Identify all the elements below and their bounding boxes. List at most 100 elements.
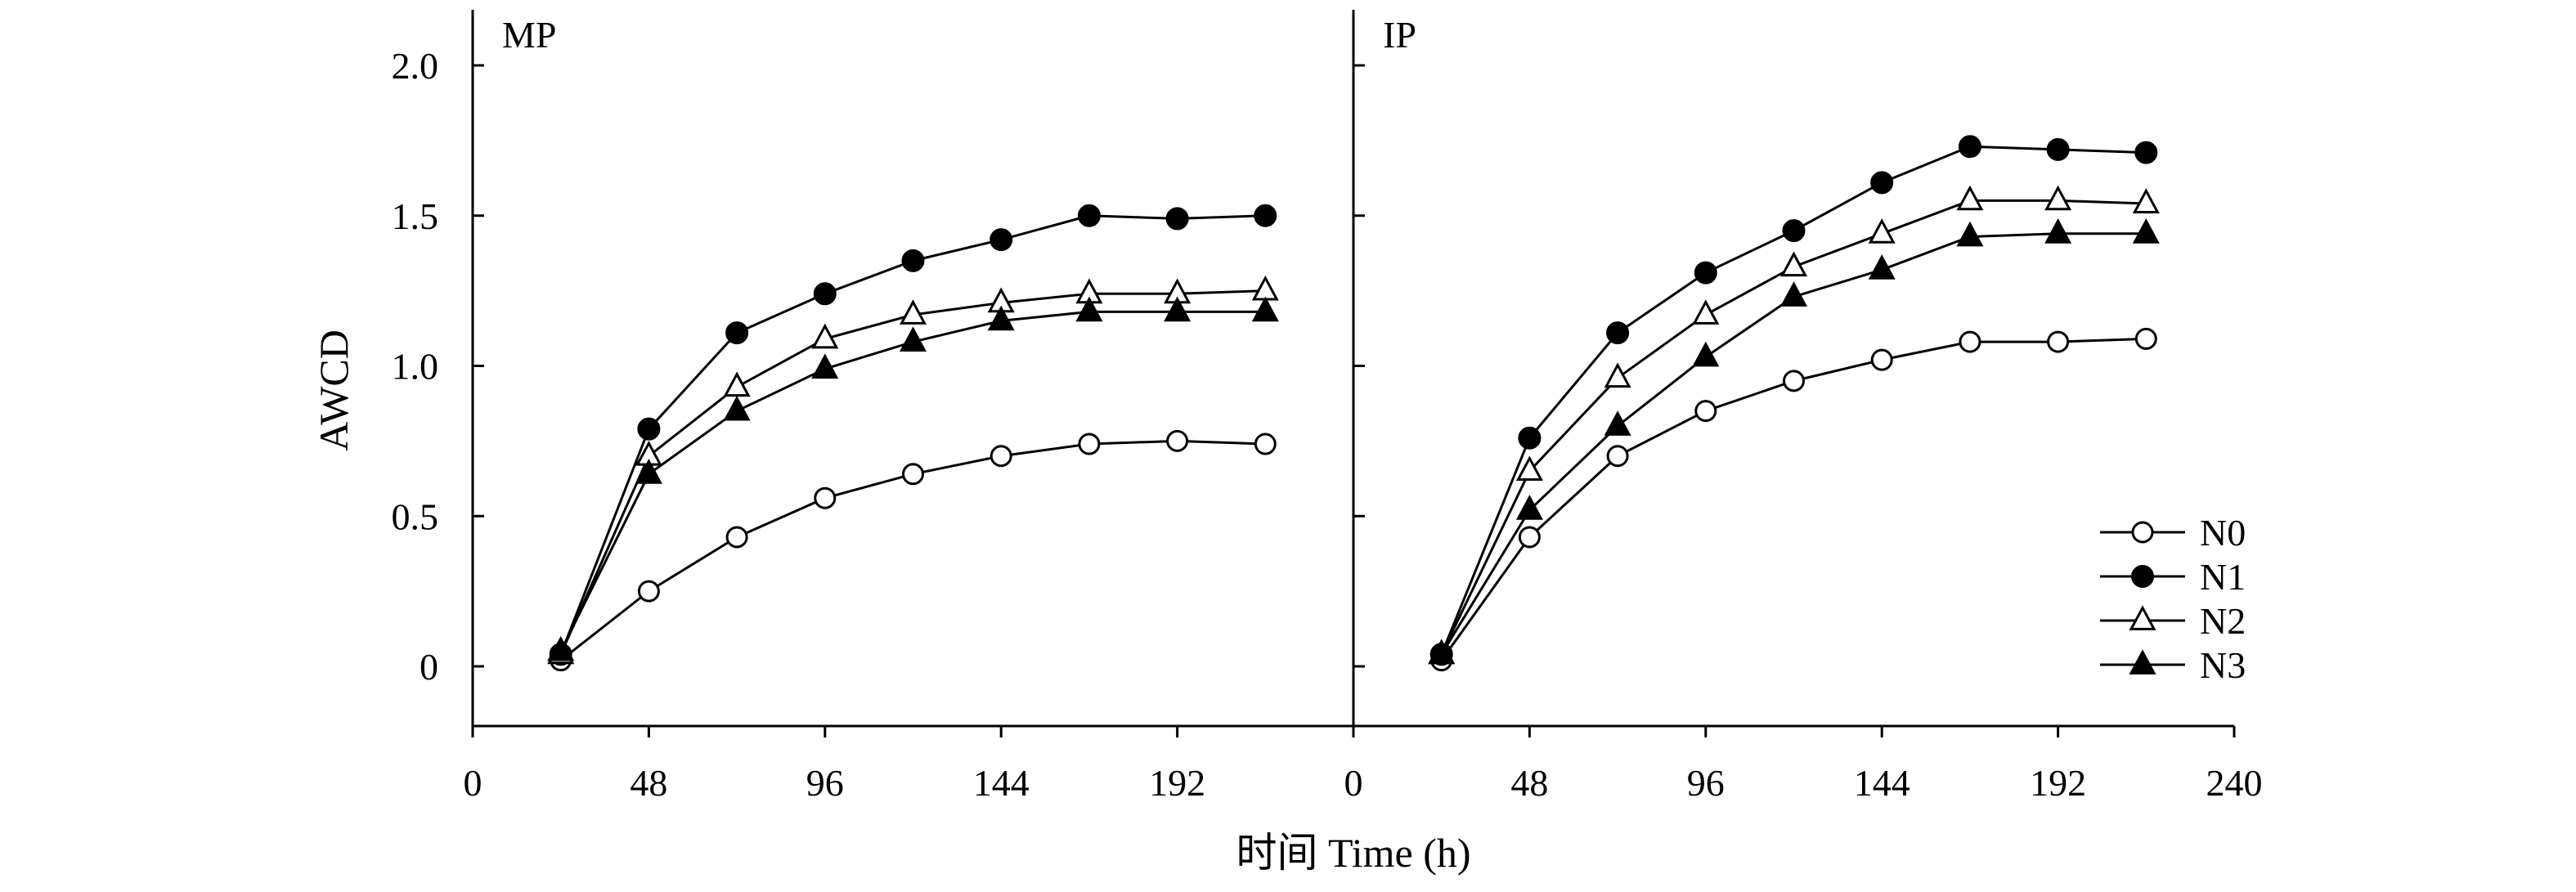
marker-triangle-open (811, 323, 839, 349)
marker-circle-open (2047, 330, 2070, 353)
marker-triangle-filled (1692, 341, 1720, 367)
series-n0 (1430, 327, 2157, 672)
series-n3 (547, 296, 1279, 661)
legend-item-n2: N2 (2100, 600, 2246, 642)
x-tick-label: 48 (1510, 762, 1548, 804)
legend-item-n3: N3 (2100, 644, 2246, 686)
marker-triangle-filled (1604, 410, 1631, 436)
marker-triangle-open (1251, 275, 1279, 301)
y-tick-label: 2.0 (392, 45, 439, 87)
marker-triangle-open (2044, 185, 2072, 211)
marker-triangle-filled (1956, 221, 1984, 247)
marker-triangle-filled (1251, 296, 1279, 322)
marker-circle-open (1870, 348, 1893, 371)
x-tick-label: 192 (2030, 762, 2086, 804)
marker-circle-filled (1782, 219, 1806, 243)
marker-circle-filled (990, 228, 1013, 252)
marker-circle-filled (2134, 141, 2158, 164)
marker-circle-open (2131, 521, 2154, 544)
y-axis-title: AWCD (311, 329, 357, 451)
marker-triangle-filled (2129, 649, 2156, 675)
series-n2 (1428, 185, 2160, 665)
x-tick-label: 0 (1344, 762, 1363, 804)
marker-triangle-filled (2132, 218, 2160, 244)
marker-triangle-filled (1164, 296, 1192, 322)
marker-triangle-filled (1428, 639, 1456, 665)
marker-triangle-open (1779, 251, 1808, 277)
marker-triangle-filled (723, 395, 751, 421)
marker-triangle-filled (987, 305, 1015, 331)
marker-triangle-open (2129, 605, 2156, 630)
y-tick-label: 0 (420, 646, 438, 688)
marker-triangle-filled (635, 459, 662, 484)
marker-circle-open (637, 580, 660, 603)
y-tick-label: 1.5 (392, 195, 439, 237)
marker-circle-filled (1077, 204, 1101, 227)
marker-triangle-open (1692, 299, 1720, 325)
series-n3 (1428, 218, 2160, 665)
marker-circle-open (725, 526, 748, 549)
marker-triangle-open (2132, 188, 2160, 213)
marker-circle-filled (1518, 426, 1542, 450)
marker-triangle-filled (1779, 281, 1808, 307)
marker-circle-open (1166, 429, 1189, 452)
series-line (559, 214, 1266, 655)
marker-triangle-open (1515, 455, 1543, 482)
x-tick-label: 240 (2206, 762, 2263, 804)
x-tick-label: 144 (1854, 762, 1910, 804)
legend-item-n1: N1 (2100, 556, 2246, 598)
y-tick-label: 1.0 (392, 346, 439, 388)
marker-circle-open (1959, 330, 1981, 353)
marker-triangle-filled (899, 326, 927, 352)
marker-triangle-filled (547, 635, 575, 661)
panel-title: MP (502, 14, 556, 56)
x-tick-label: 0 (464, 762, 482, 804)
y-tick-label: 0.5 (392, 495, 439, 537)
x-tick-label: 96 (806, 762, 844, 804)
marker-circle-filled (1958, 135, 1981, 159)
marker-circle-filled (813, 282, 837, 306)
x-tick-label: 192 (1149, 762, 1205, 804)
marker-circle-open (902, 463, 924, 486)
marker-circle-filled (725, 321, 749, 345)
marker-triangle-filled (2044, 218, 2072, 244)
marker-triangle-filled (1075, 296, 1103, 322)
legend-label: N3 (2200, 644, 2246, 686)
marker-circle-filled (2131, 565, 2154, 588)
marker-circle-open (2134, 327, 2157, 350)
marker-circle-open (990, 445, 1012, 468)
marker-triangle-open (899, 299, 927, 325)
marker-circle-open (814, 486, 837, 509)
marker-circle-filled (901, 249, 925, 272)
marker-circle-filled (2046, 137, 2070, 161)
panel-ip: 0 48 96 144 192 240 IP (1344, 10, 2263, 804)
marker-circle-filled (1870, 171, 1894, 195)
marker-circle-filled (1254, 204, 1277, 227)
marker-circle-open (1783, 370, 1805, 392)
legend-label: N2 (2200, 600, 2246, 642)
marker-circle-open (1078, 433, 1101, 455)
marker-circle-filled (637, 417, 661, 441)
panel-mp: 0 0.5 1.0 1.5 2.0 0 48 96 144 192 MP (392, 10, 1353, 804)
marker-triangle-filled (1515, 495, 1543, 520)
marker-triangle-open (723, 371, 751, 397)
series-n1 (1429, 135, 2158, 666)
x-tick-label: 144 (973, 762, 1030, 804)
marker-circle-filled (1606, 321, 1630, 345)
marker-triangle-open (1604, 362, 1631, 388)
x-axis-title: 时间 Time (h) (1236, 830, 1470, 876)
marker-triangle-open (1868, 218, 1896, 244)
marker-circle-open (1518, 526, 1541, 549)
legend-label: N1 (2200, 556, 2246, 598)
marker-triangle-open (1956, 185, 1984, 211)
marker-circle-open (1254, 433, 1277, 455)
legend-item-n0: N0 (2100, 512, 2246, 554)
marker-circle-filled (1165, 207, 1189, 231)
x-tick-label: 48 (630, 762, 667, 804)
marker-circle-filled (1694, 261, 1717, 285)
marker-circle-open (1694, 400, 1717, 423)
panel-title: IP (1383, 14, 1416, 56)
marker-triangle-filled (811, 353, 839, 379)
